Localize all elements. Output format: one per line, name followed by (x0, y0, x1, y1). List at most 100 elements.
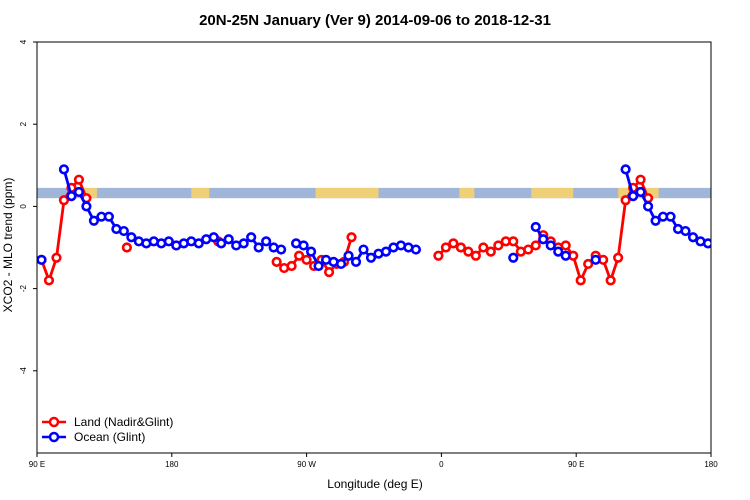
data-point (286, 260, 297, 272)
data-point (455, 242, 466, 253)
data-point (702, 238, 711, 249)
data-point (448, 238, 459, 249)
data-point (346, 232, 357, 243)
data-point (727, 238, 735, 246)
data-point (485, 246, 496, 257)
chart-title: 20N-25N January (Ver 9) 2014-09-06 to 20… (199, 12, 551, 29)
data-point (583, 258, 594, 270)
data-point (628, 191, 639, 202)
data-point (335, 258, 347, 270)
x-axis-label: Longitude (deg E) (327, 477, 422, 491)
data-point (261, 236, 272, 247)
data-point (493, 240, 504, 251)
x-tick-label: 90 E (568, 460, 584, 469)
y-tick-label: -2 (19, 284, 28, 292)
data-point (301, 254, 312, 265)
data-point (553, 246, 564, 257)
data-point (88, 215, 100, 226)
legend-marker-land (48, 416, 60, 428)
plot-frame (36, 41, 712, 454)
legend-label-ocean: Ocean (Glint) (74, 430, 145, 444)
series-ocean (37, 164, 750, 272)
data-point (680, 225, 691, 237)
data-point (358, 244, 369, 255)
data-point (742, 240, 750, 248)
data-point (635, 174, 646, 185)
y-axis-label: XCO2 - MLO trend (ppm) (1, 178, 15, 313)
data-point (238, 238, 249, 249)
x-tick-label: 90 W (297, 460, 316, 469)
data-point (734, 242, 742, 250)
data-point (523, 244, 534, 255)
data-point (298, 240, 309, 251)
data-point (545, 240, 556, 251)
band-land-patch (459, 187, 475, 199)
series-land (37, 174, 654, 286)
data-point (103, 211, 114, 222)
data-point (440, 242, 451, 253)
data-point (470, 250, 481, 261)
x-tick-label: 180 (165, 460, 179, 469)
land-mask-band (37, 187, 711, 199)
y-tick-label: 2 (19, 121, 28, 126)
data-point (530, 240, 541, 251)
x-tick-label: 180 (704, 460, 718, 469)
data-point (313, 260, 324, 272)
data-point (478, 242, 489, 253)
data-point (81, 201, 92, 212)
series-layer (37, 164, 750, 286)
data-point (575, 275, 586, 286)
data-point (43, 275, 55, 286)
data-point (73, 186, 85, 198)
data-point (410, 244, 422, 255)
data-point (463, 246, 474, 257)
data-point (650, 215, 661, 226)
legend-label-land: Land (Nadir&Glint) (74, 415, 173, 429)
y-tick-label: -4 (19, 367, 28, 375)
data-point (253, 242, 264, 253)
data-point (343, 250, 354, 261)
data-point (508, 236, 519, 247)
data-point (380, 246, 392, 257)
legend-item-ocean: Ocean (Glint) (42, 430, 145, 444)
data-point (365, 252, 377, 263)
band-land-patch (315, 187, 379, 199)
legend-item-land: Land (Nadir&Glint) (42, 415, 173, 429)
data-point (208, 232, 219, 243)
band-land-patch (191, 187, 210, 199)
band-land-patch (531, 187, 574, 199)
data-point (58, 195, 70, 206)
data-point (37, 254, 47, 265)
x-tick-label: 0 (439, 460, 444, 469)
legend-marker-ocean (48, 431, 60, 443)
data-point (590, 254, 601, 265)
data-point (163, 236, 174, 247)
data-point (620, 195, 631, 206)
y-tick-label: 4 (19, 39, 28, 44)
data-point (642, 201, 654, 212)
y-tick-label: 0 (19, 204, 28, 209)
data-point (350, 256, 362, 267)
data-point (560, 250, 571, 261)
data-point (433, 250, 444, 261)
data-point (193, 238, 204, 249)
data-point (126, 232, 137, 243)
data-point (635, 186, 646, 198)
axes: 90 E 180 90 W 0 90 E 180 -4 -2 0 2 4 (19, 39, 718, 469)
data-point (538, 234, 549, 245)
data-point (294, 250, 305, 261)
data-point (530, 221, 541, 233)
data-point (508, 252, 519, 263)
data-point (620, 164, 631, 175)
data-point (73, 174, 85, 185)
data-point (66, 191, 77, 202)
data-point (613, 252, 624, 263)
data-point (687, 232, 699, 243)
x-tick-label: 90 E (29, 460, 45, 469)
data-point (560, 240, 571, 251)
data-point (118, 225, 129, 237)
legend: Land (Nadir&Glint) Ocean (Glint) (42, 415, 173, 444)
data-point (719, 240, 727, 248)
data-point (246, 232, 257, 243)
